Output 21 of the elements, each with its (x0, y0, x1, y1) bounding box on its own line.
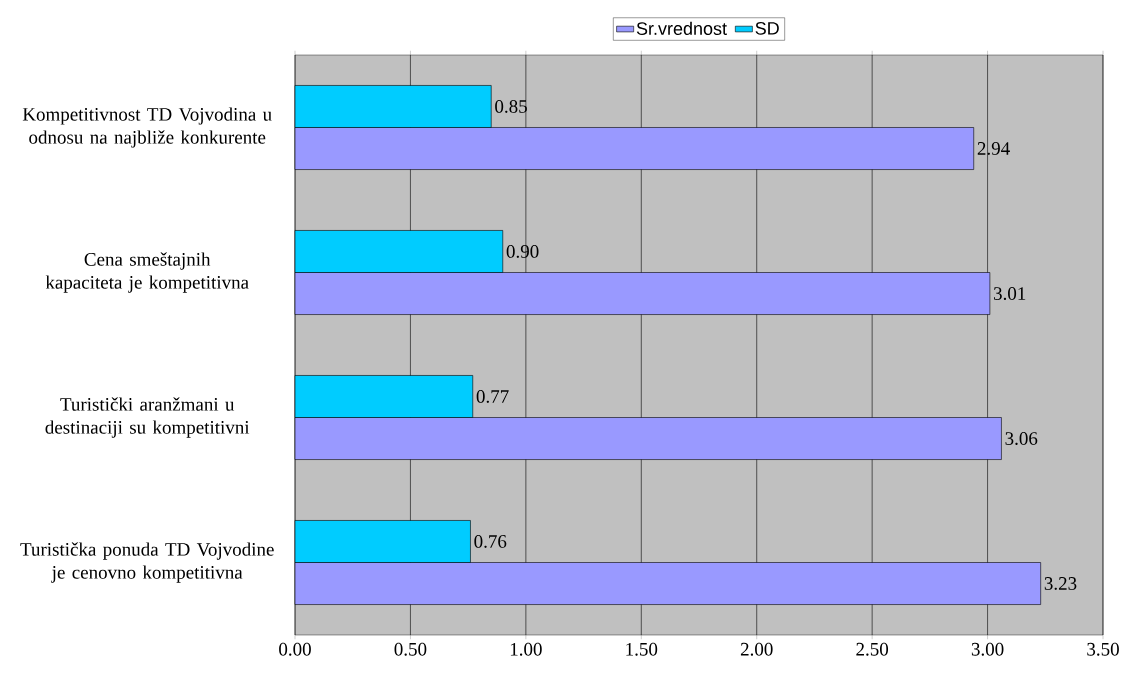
x-tick-label: 2.00 (740, 642, 773, 656)
x-tick-label: 2.50 (856, 642, 889, 656)
x-tick-label: 3.50 (1087, 642, 1119, 656)
x-tick-label: 0.00 (279, 642, 311, 656)
data-label: 3.01 (994, 287, 1026, 300)
x-tick-label: 3.00 (971, 642, 1004, 656)
x-tick-label: 1.50 (626, 642, 658, 656)
y-tick-label: Turistički aranžmani u destinaciji su kompetitivni (45, 397, 250, 438)
data-label: 0.77 (476, 390, 509, 403)
data-label: 0.90 (506, 245, 539, 258)
data-label: 0.76 (474, 535, 507, 548)
data-label: 3.23 (1044, 577, 1077, 590)
legend-label: SD (755, 21, 779, 35)
x-tick-label: 1.00 (510, 642, 542, 656)
y-tick-label: Kompetitivnost TD Vojvodina u odnosu na najbliže konkurente (22, 107, 272, 148)
data-label: 0.85 (495, 100, 527, 113)
x-tick-label: 0.50 (394, 642, 427, 656)
legend-label: Sr.vrednost (636, 21, 727, 35)
y-tick-label: Turistička ponuda TD Vojvodine je cenovno kompetitivna (20, 542, 274, 583)
y-tick-label: Cena smeštajnih kapaciteta je kompetitivna (45, 252, 249, 293)
data-label: 3.06 (1005, 432, 1038, 445)
